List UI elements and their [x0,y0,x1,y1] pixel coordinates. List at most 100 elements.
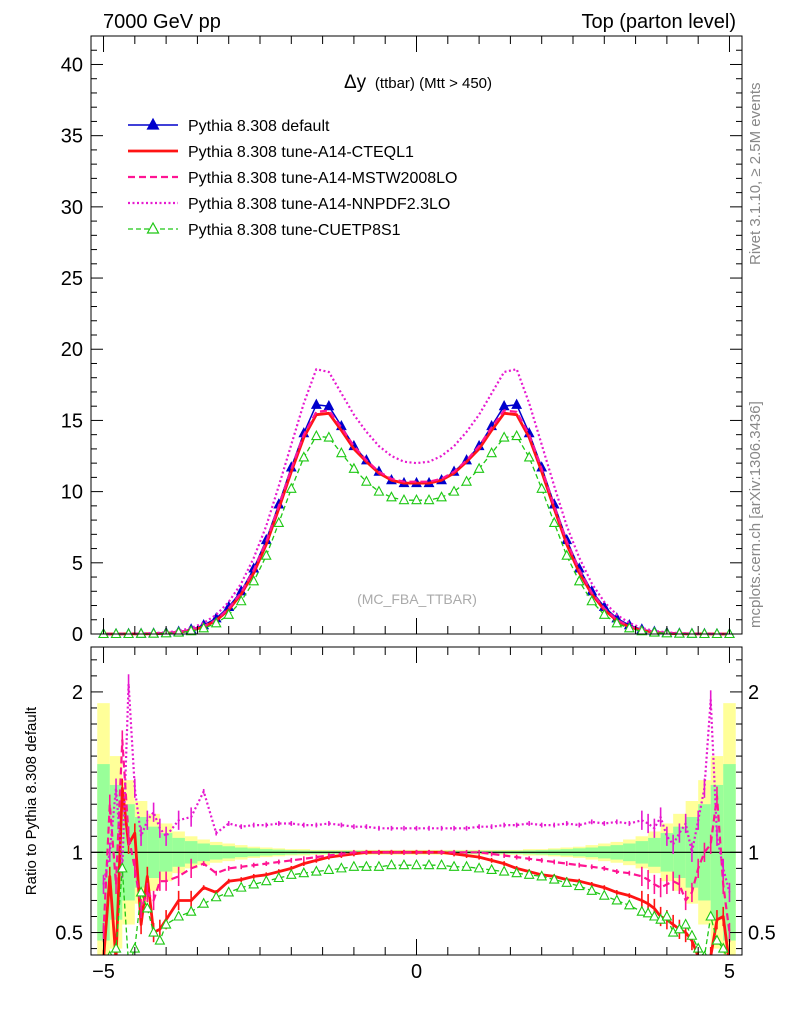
ratio-point-47 [623,899,635,910]
main-point-0-18 [323,400,335,411]
ratio-series-line-1 [102,738,731,933]
main-ytick-label-0: 0 [72,624,83,646]
ratio-point-20 [285,868,297,879]
main-point-4-40 [598,608,610,619]
ratio-point-43 [573,879,585,891]
ratio-point-55 [680,918,692,929]
ratio-point-15 [223,886,235,897]
main-point-4-4 [148,627,160,638]
ratio-point-41 [548,873,560,884]
main-point-4-14 [273,516,285,527]
main-point-4-22 [373,485,385,496]
legend-marker-0 [146,117,160,130]
legend: Pythia 8.308 default Pythia 8.308 tune-A1… [128,117,457,239]
main-point-4-33 [511,429,523,441]
ratio-point-8 [148,926,160,937]
main-point-4-8 [198,622,210,633]
main-point-4-11 [235,595,247,606]
main-point-4-27 [436,491,447,502]
main-ytick-label-40: 40 [61,54,83,76]
mcplots-label: mcplots.cern.ch [arXiv:1306.3436] [747,401,764,628]
ratio-point-34 [461,860,472,871]
legend-label-4: Pythia 8.308 tune-CUETP8S1 [188,222,401,239]
ratio-point-48 [636,905,648,916]
ratio-point-40 [536,870,548,881]
legend-label-1: Pythia 8.308 tune-A14-CTEQL1 [188,144,414,161]
main-point-4-48 [699,627,710,639]
ratio-point-58 [702,950,707,955]
ratio-point-6 [135,886,147,897]
main-point-4-10 [223,608,235,619]
ratio-point-19 [273,871,285,883]
main-point-4-35 [536,482,548,493]
main-ytick-label-15: 15 [61,410,83,432]
main-point-4-37 [561,549,573,560]
ratio-point-45 [598,889,610,900]
ratio-point-7 [141,902,153,913]
main-point-4-9 [210,617,222,628]
ratio-point-33 [448,860,460,871]
xtick-label-1: 0 [411,961,422,983]
main-point-4-15 [285,482,297,493]
main-point-4-43 [636,624,648,636]
ratio-point-3 [116,862,128,873]
ratio-point-32 [436,858,447,870]
ratio-point-56 [686,929,698,940]
ratio-point-1 [107,950,113,955]
ratio-ytick-label-left-0: 0.5 [55,923,83,945]
ratio-point-38 [511,867,523,878]
ratio-point-28 [386,858,397,870]
legend-label-3: Pythia 8.308 tune-A14-NNPDF2.3LO [188,196,450,213]
main-ytick-label-25: 25 [61,268,83,290]
ratio-point-21 [298,867,310,878]
ratio-ytick-label-left-1: 1 [72,842,83,864]
ratio-point-36 [486,863,498,875]
plot-title-main: Δy [344,72,367,93]
main-point-4-31 [486,447,498,458]
ratio-point-2 [110,942,122,953]
process-label: Top (parton level) [581,11,736,33]
legend-marker-4 [146,221,160,234]
ratio-point-26 [361,860,372,871]
main-point-4-26 [423,493,435,505]
main-point-4-20 [348,462,360,473]
xtick-label-0: −5 [92,961,115,983]
main-point-4-17 [310,429,322,441]
ratio-point-31 [423,858,435,870]
collision-label: 7000 GeV pp [103,11,221,33]
ratio-point-10 [160,918,172,929]
ratio-point-25 [348,860,360,871]
main-ytick-label-20: 20 [61,339,83,361]
ratio-ytick-label-left-2: 2 [72,682,83,704]
main-point-0-33 [511,398,523,409]
ratio-point-60 [711,934,723,945]
main-point-4-29 [461,475,472,486]
main-point-4-38 [573,575,585,586]
main-point-0-17 [310,398,322,409]
ratio-point-61 [717,942,729,953]
ratio-ytick-label-right-1: 1 [748,842,759,864]
main-point-4-16 [298,451,310,462]
ratio-point-30 [411,858,422,870]
ratio-point-4 [124,960,133,969]
main-point-4-47 [686,627,698,638]
main-frame [90,35,743,635]
ratio-ylabel: Ratio to Pythia 8.308 default [23,706,40,895]
main-point-4-28 [448,485,460,496]
main-series-line-4 [103,435,730,635]
ratio-point-11 [173,910,185,921]
ratio-point-49 [642,907,654,918]
main-point-4-21 [361,475,372,486]
ratio-point-42 [561,876,573,887]
main-point-4-24 [398,493,410,505]
main-ytick-label-5: 5 [72,553,83,575]
ratio-point-18 [260,875,272,886]
main-point-4-1 [110,627,122,639]
legend-label-2: Pythia 8.308 tune-A14-MSTW2008LO [188,170,457,187]
ratio-ytick-label-right-2: 2 [748,682,759,704]
ratio-point-23 [323,863,335,875]
main-point-4-42 [623,622,635,633]
main-point-4-39 [586,595,598,606]
main-ytick-label-10: 10 [61,482,83,504]
